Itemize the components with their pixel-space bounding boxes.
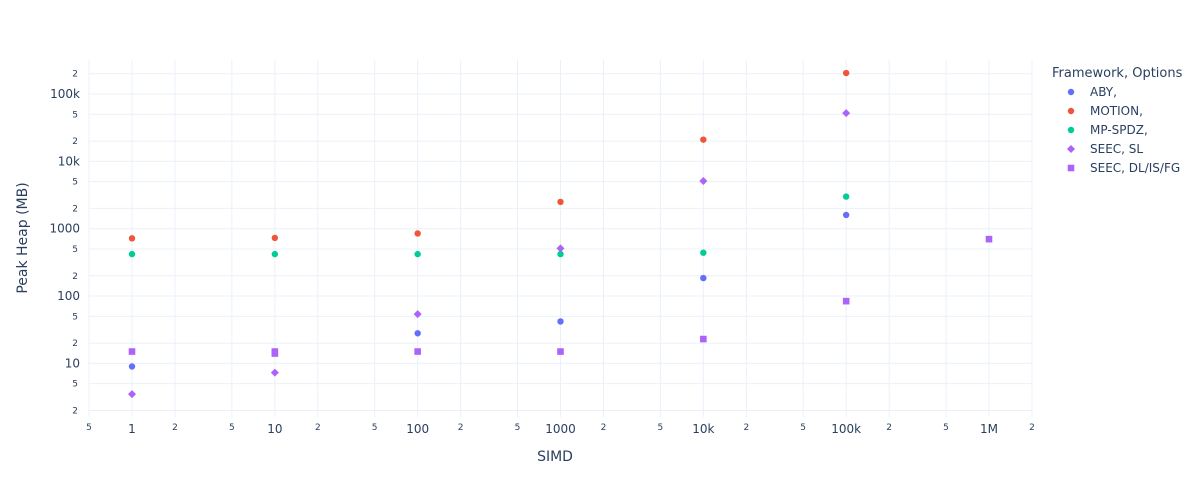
legend-item: SEEC, SL	[1067, 142, 1143, 156]
data-point	[557, 318, 564, 325]
y-tick-label: 1000	[49, 222, 80, 236]
x-minor-tick-label: 5	[657, 423, 663, 433]
data-point	[556, 244, 565, 253]
data-point	[700, 335, 707, 343]
y-minor-tick-label: 2	[72, 272, 78, 282]
x-minor-tick-label: 2	[315, 423, 321, 433]
data-point	[700, 136, 707, 143]
data-point	[842, 193, 850, 200]
data-point	[842, 211, 850, 219]
x-minor-tick-label: 5	[372, 423, 378, 433]
legend-marker	[1067, 88, 1075, 96]
data-point	[985, 235, 993, 243]
x-minor-tick-label: 2	[1029, 423, 1035, 433]
grid-lines	[88, 60, 1033, 417]
series-seec-dl-is-fg	[128, 235, 993, 357]
y-minor-tick-label: 2	[72, 70, 78, 80]
y-minor-tick-label: 5	[72, 110, 78, 120]
y-tick-label: 10	[65, 356, 80, 370]
y-axis-title: Peak Heap (MB)	[15, 182, 31, 293]
y-minor-tick-label: 2	[72, 137, 78, 147]
series-motion	[128, 69, 850, 242]
data-point	[128, 348, 136, 355]
legend: Framework, Options ABY, MOTION, MP-SPDZ, SE…	[1052, 66, 1183, 175]
legend-marker	[1067, 164, 1075, 172]
legend-label: ABY,	[1090, 85, 1117, 99]
x-minor-tick-label: 5	[86, 423, 92, 433]
data-point	[700, 274, 707, 282]
x-tick-label: 1	[128, 422, 136, 436]
data-point	[414, 348, 421, 355]
legend-item: MP-SPDZ,	[1067, 123, 1148, 137]
x-minor-tick-label: 5	[515, 423, 521, 433]
x-minor-tick-label: 2	[172, 423, 178, 433]
legend-marker	[1067, 145, 1075, 153]
data-markers	[127, 69, 993, 399]
x-tick-label: 10k	[692, 422, 714, 436]
legend-marker	[1067, 126, 1075, 134]
x-tick-label: 100k	[831, 422, 861, 436]
x-minor-tick-label: 2	[886, 423, 892, 433]
y-minor-tick-label: 5	[72, 312, 78, 322]
series-aby	[128, 211, 850, 370]
data-point	[128, 250, 136, 258]
y-tick-label: 100	[57, 289, 80, 303]
data-point	[842, 69, 850, 77]
y-tick-label: 10k	[58, 154, 80, 168]
legend-items: ABY, MOTION, MP-SPDZ, SEEC, SL SEEC, DL/IS/F…	[1067, 85, 1180, 175]
data-point	[414, 330, 421, 337]
data-point	[700, 249, 707, 256]
legend-marker	[1067, 107, 1075, 115]
data-point	[557, 348, 564, 355]
legend-label: MOTION,	[1090, 104, 1143, 118]
x-tick-label: 100	[406, 422, 429, 436]
data-point	[842, 109, 851, 118]
data-point	[127, 390, 136, 399]
legend-label: SEEC, DL/IS/FG	[1090, 161, 1180, 175]
x-minor-tick-label: 2	[601, 423, 607, 433]
x-tick-label: 1M	[980, 422, 998, 436]
legend-title: Framework, Options	[1052, 66, 1183, 81]
data-point	[557, 198, 564, 206]
x-minor-tick-label: 2	[458, 423, 464, 433]
x-minor-tick-label: 2	[743, 423, 749, 433]
series-seec-sl	[127, 109, 851, 399]
legend-label: SEEC, SL	[1090, 142, 1143, 156]
legend-item: MOTION,	[1067, 104, 1143, 118]
data-point	[699, 177, 708, 186]
data-point	[271, 234, 279, 242]
data-point	[128, 235, 136, 242]
legend-label: MP-SPDZ,	[1090, 123, 1148, 137]
y-minor-tick-label: 2	[72, 406, 78, 416]
data-point	[270, 368, 279, 377]
data-point	[414, 250, 421, 258]
legend-item: ABY,	[1067, 85, 1117, 99]
x-tick-label: 10	[267, 422, 282, 436]
x-tick-label: 1000	[545, 422, 576, 436]
x-minor-tick-label: 5	[800, 423, 806, 433]
y-tick-label: 100k	[50, 87, 80, 101]
series-mp-spdz	[128, 193, 850, 258]
y-minor-tick-label: 5	[72, 178, 78, 188]
y-minor-tick-label: 2	[72, 339, 78, 349]
x-axis-title: SIMD	[537, 449, 573, 465]
x-minor-tick-label: 5	[943, 423, 949, 433]
data-point	[271, 250, 279, 258]
y-minor-tick-label: 5	[72, 380, 78, 390]
data-point	[271, 350, 279, 357]
data-point	[557, 250, 564, 258]
x-minor-tick-label: 5	[229, 423, 235, 433]
data-point	[128, 363, 136, 370]
data-point	[414, 230, 421, 237]
data-point	[842, 297, 850, 305]
data-point	[413, 310, 422, 319]
y-minor-tick-label: 5	[72, 245, 78, 255]
legend-item: SEEC, DL/IS/FG	[1067, 161, 1180, 175]
tick-labels: 1 10 100 1000 10k 100k 1M5 2 5 2 5 2 5 2 5 2 5 2 5 21010010…	[49, 70, 1034, 436]
y-minor-tick-label: 2	[72, 204, 78, 214]
